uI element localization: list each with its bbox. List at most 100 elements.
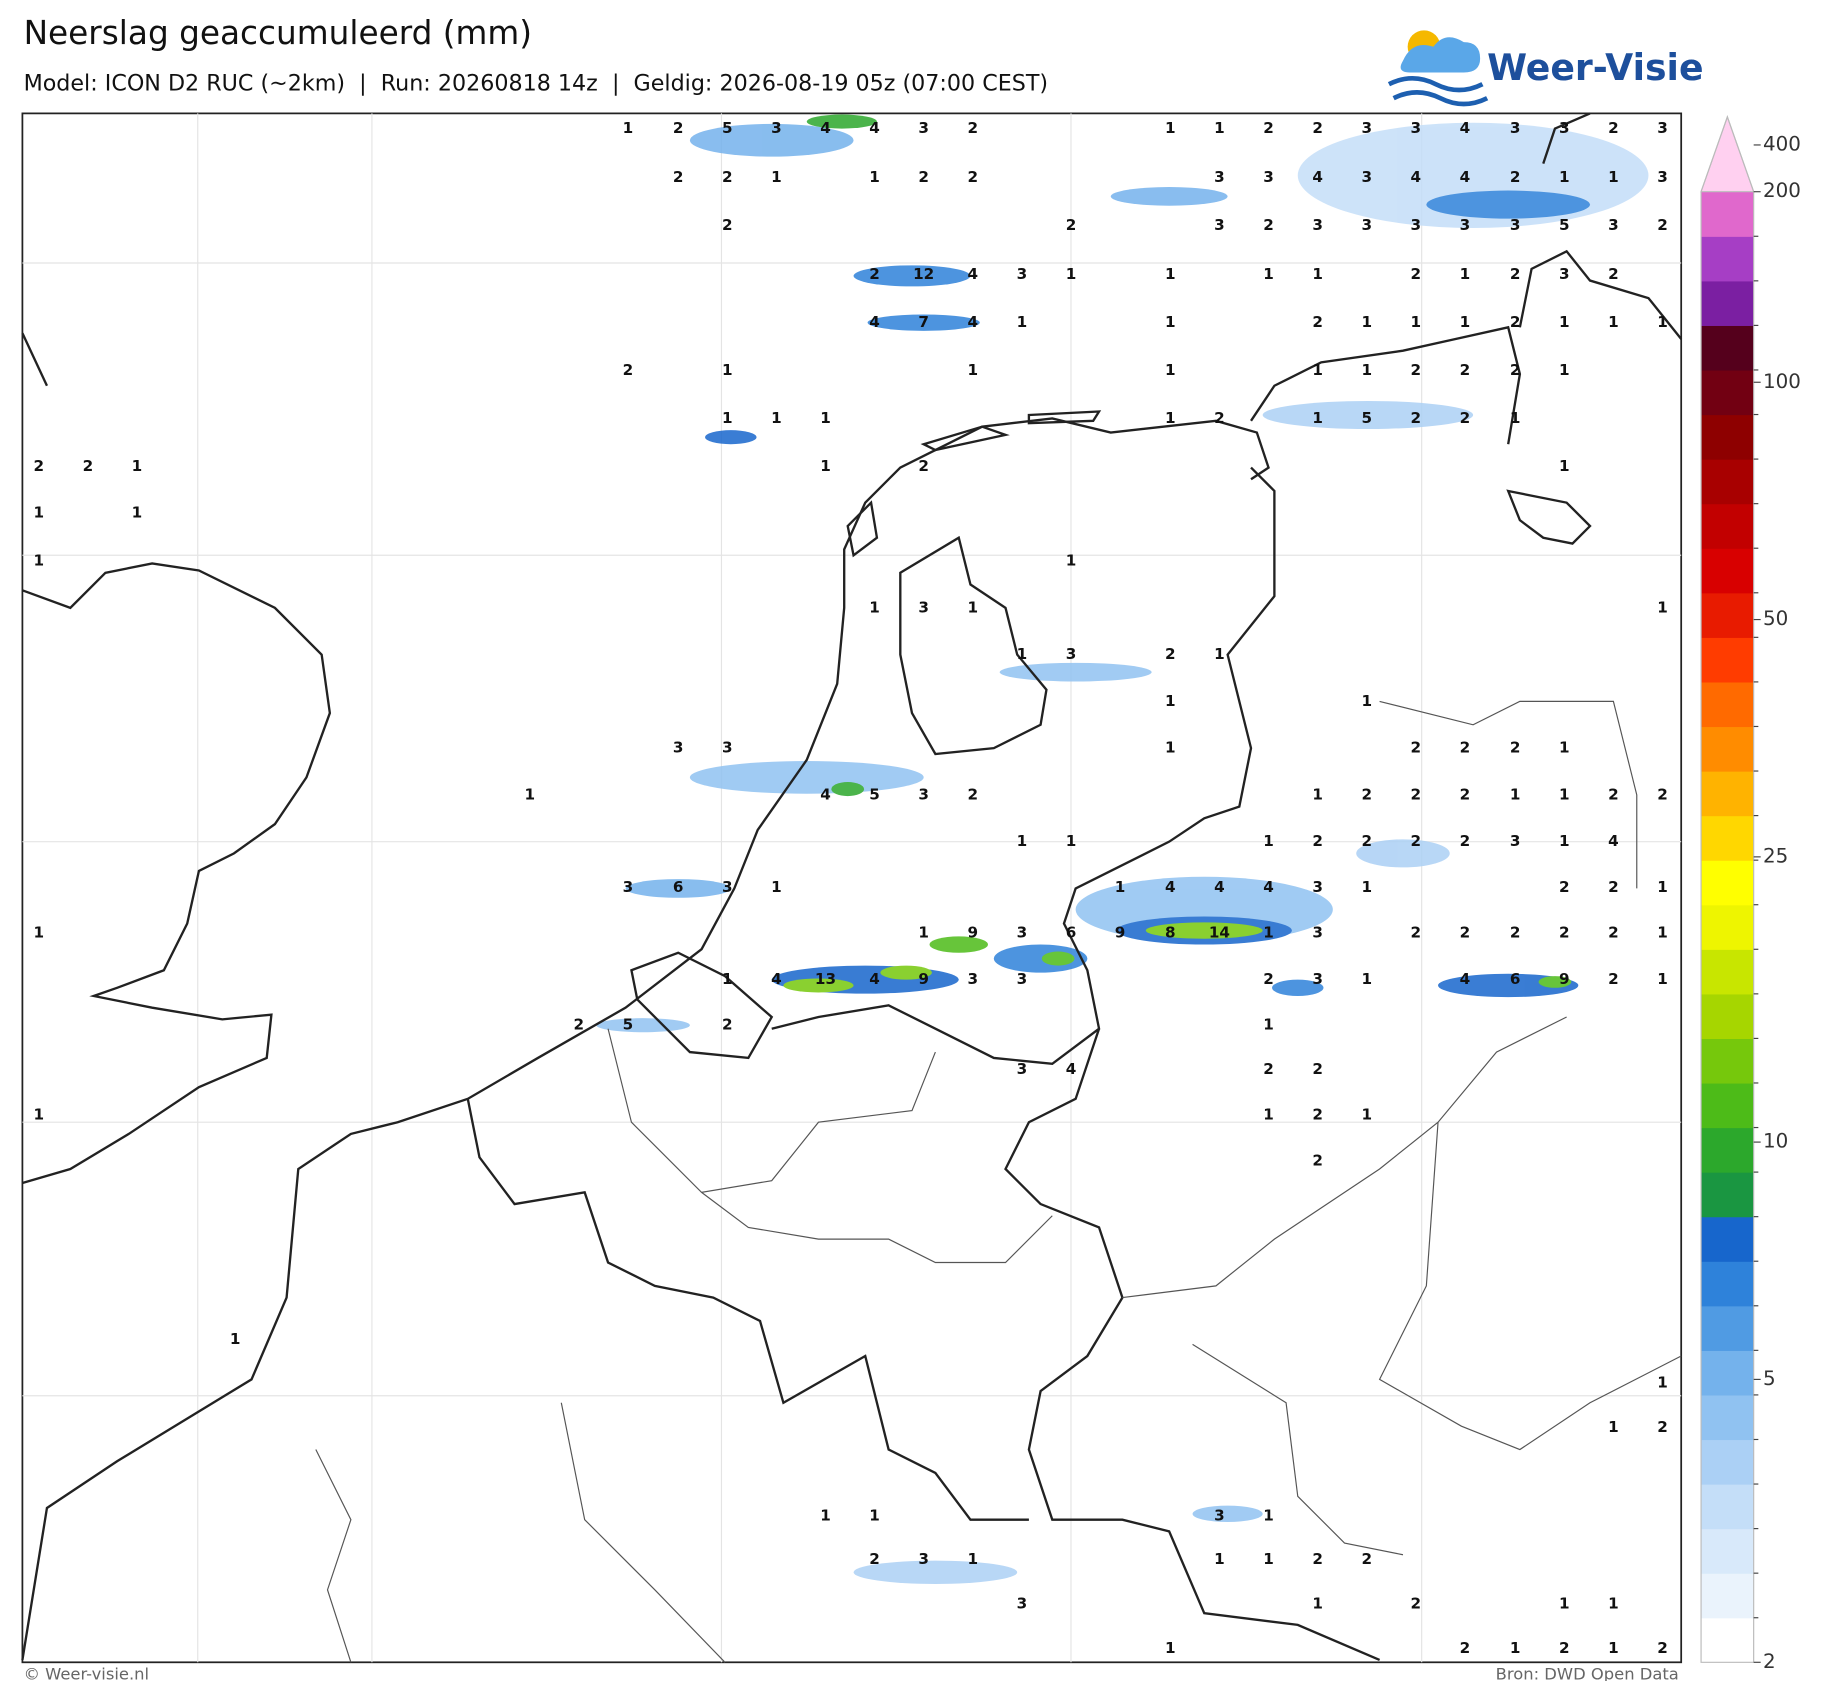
precipitation-value: 1 [1214, 645, 1225, 663]
precipitation-value: 1 [1361, 970, 1372, 988]
precipitation-value: 2 [1312, 1106, 1323, 1124]
colorbar-outline [1700, 115, 1755, 1663]
colorbar-segment [1701, 1082, 1754, 1129]
precipitation-value: 2 [1411, 785, 1422, 803]
colorbar-segment [1701, 325, 1754, 371]
colorbar-segment [1701, 459, 1754, 505]
precipitation-value: 2 [1559, 923, 1570, 941]
precipitation-value: 1 [1017, 645, 1028, 663]
precipitation-value: 1 [1657, 1373, 1668, 1391]
precipitation-value: 12 [913, 265, 934, 283]
rain-area [880, 965, 932, 980]
precipitation-value: 1 [1263, 265, 1274, 283]
colorbar-segment [1701, 369, 1754, 416]
colorbar-segment [1701, 1617, 1754, 1663]
rain-area [867, 314, 980, 331]
precipitation-value: 2 [1411, 832, 1422, 850]
colorbar-segment [1701, 1216, 1754, 1262]
precipitation-value: 3 [1312, 970, 1323, 988]
precipitation-value: 1 [869, 1507, 880, 1525]
logo-cloud [1400, 37, 1481, 73]
rain-area [1192, 1505, 1263, 1523]
precipitation-value: 9 [1115, 923, 1126, 941]
rain-area [993, 944, 1088, 973]
rain-area [1538, 976, 1572, 988]
precipitation-value: 1 [33, 552, 44, 570]
precipitation-value: 3 [1017, 970, 1028, 988]
precipitation-value: 1 [771, 409, 782, 427]
precipitation-value: 3 [918, 785, 929, 803]
precipitation-value: 5 [869, 785, 880, 803]
precipitation-value: 3 [1657, 119, 1668, 137]
precipitation-value: 9 [1559, 970, 1570, 988]
precipitation-value: 2 [673, 168, 684, 186]
precipitation-value: 1 [869, 168, 880, 186]
precipitation-value: 4 [1411, 168, 1422, 186]
precipitation-value: 2 [1066, 216, 1077, 234]
precipitation-value: 3 [1361, 216, 1372, 234]
precipitation-value: 1 [1312, 1594, 1323, 1612]
precipitation-value: 1 [1559, 739, 1570, 757]
precipitation-value: 1 [1214, 1550, 1225, 1568]
precipitation-value: 1 [820, 1507, 831, 1525]
precipitation-value: 3 [1510, 832, 1521, 850]
precipitation-value: 1 [1361, 692, 1372, 710]
rain-area [705, 430, 757, 445]
precipitation-value: 1 [1066, 265, 1077, 283]
rain-area [806, 114, 877, 129]
precipitation-value: 1 [1115, 878, 1126, 896]
precipitation-value: 2 [869, 265, 880, 283]
rain-area [1262, 400, 1474, 430]
precipitation-value: 2 [1460, 1639, 1471, 1657]
colorbar-label: 400 [1763, 132, 1801, 155]
precipitation-value: 1 [1066, 552, 1077, 570]
precipitation-value: 1 [1559, 313, 1570, 331]
colorbar-segment [1701, 637, 1754, 683]
precipitation-value: 2 [1608, 923, 1619, 941]
subtitle: Model: ICON D2 RUC (~2km) | Run: 2026081… [24, 71, 1049, 97]
precipitation-value: 4 [869, 313, 880, 331]
precipitation-value: 1 [1165, 409, 1176, 427]
precipitation-value: 1 [1263, 923, 1274, 941]
precipitation-value: 2 [1411, 739, 1422, 757]
rain-area [689, 123, 854, 157]
precipitation-value: 14 [1209, 923, 1230, 941]
region-border [315, 700, 1682, 1663]
precipitation-value: 1 [1361, 878, 1372, 896]
colorbar-segment [1701, 280, 1754, 326]
colorbar-segment [1701, 1439, 1754, 1485]
precipitation-value: 2 [1361, 1550, 1372, 1568]
colorbar-segment [1701, 236, 1754, 282]
precipitation-value: 2 [1263, 216, 1274, 234]
precipitation-value: 1 [1263, 832, 1274, 850]
rain-area [1041, 951, 1075, 966]
precipitation-value: 3 [1657, 168, 1668, 186]
precipitation-value: 1 [1165, 739, 1176, 757]
precipitation-value: 2 [918, 457, 929, 475]
precipitation-value: 1 [1559, 832, 1570, 850]
precipitation-value: 2 [1657, 785, 1668, 803]
precipitation-value: 3 [1214, 1507, 1225, 1525]
precipitation-value: 4 [1608, 832, 1619, 850]
precipitation-value: 3 [1411, 119, 1422, 137]
precipitation-value: 2 [1608, 785, 1619, 803]
precipitation-value: 1 [1165, 1639, 1176, 1657]
precipitation-value: 1 [1608, 1594, 1619, 1612]
title: Neerslag geaccumuleerd (mm) [24, 14, 532, 52]
precipitation-value: 1 [1510, 409, 1521, 427]
precipitation-value: 2 [1312, 1060, 1323, 1078]
precipitation-value: 2 [1608, 878, 1619, 896]
precipitation-value: 4 [1165, 878, 1176, 896]
precipitation-value: 1 [1510, 1639, 1521, 1657]
precipitation-value: 2 [1559, 1639, 1570, 1657]
precipitation-value: 1 [1657, 878, 1668, 896]
precipitation-value: 3 [771, 119, 782, 137]
precipitation-value: 1 [1510, 785, 1521, 803]
precipitation-value: 1 [771, 878, 782, 896]
precipitation-value: 1 [1263, 1016, 1274, 1034]
precipitation-value: 5 [1361, 409, 1372, 427]
colorbar-extend [1700, 115, 1755, 193]
rain-area [999, 662, 1152, 682]
national-border [466, 1098, 1029, 1521]
colorbar-label: 200 [1763, 179, 1801, 202]
